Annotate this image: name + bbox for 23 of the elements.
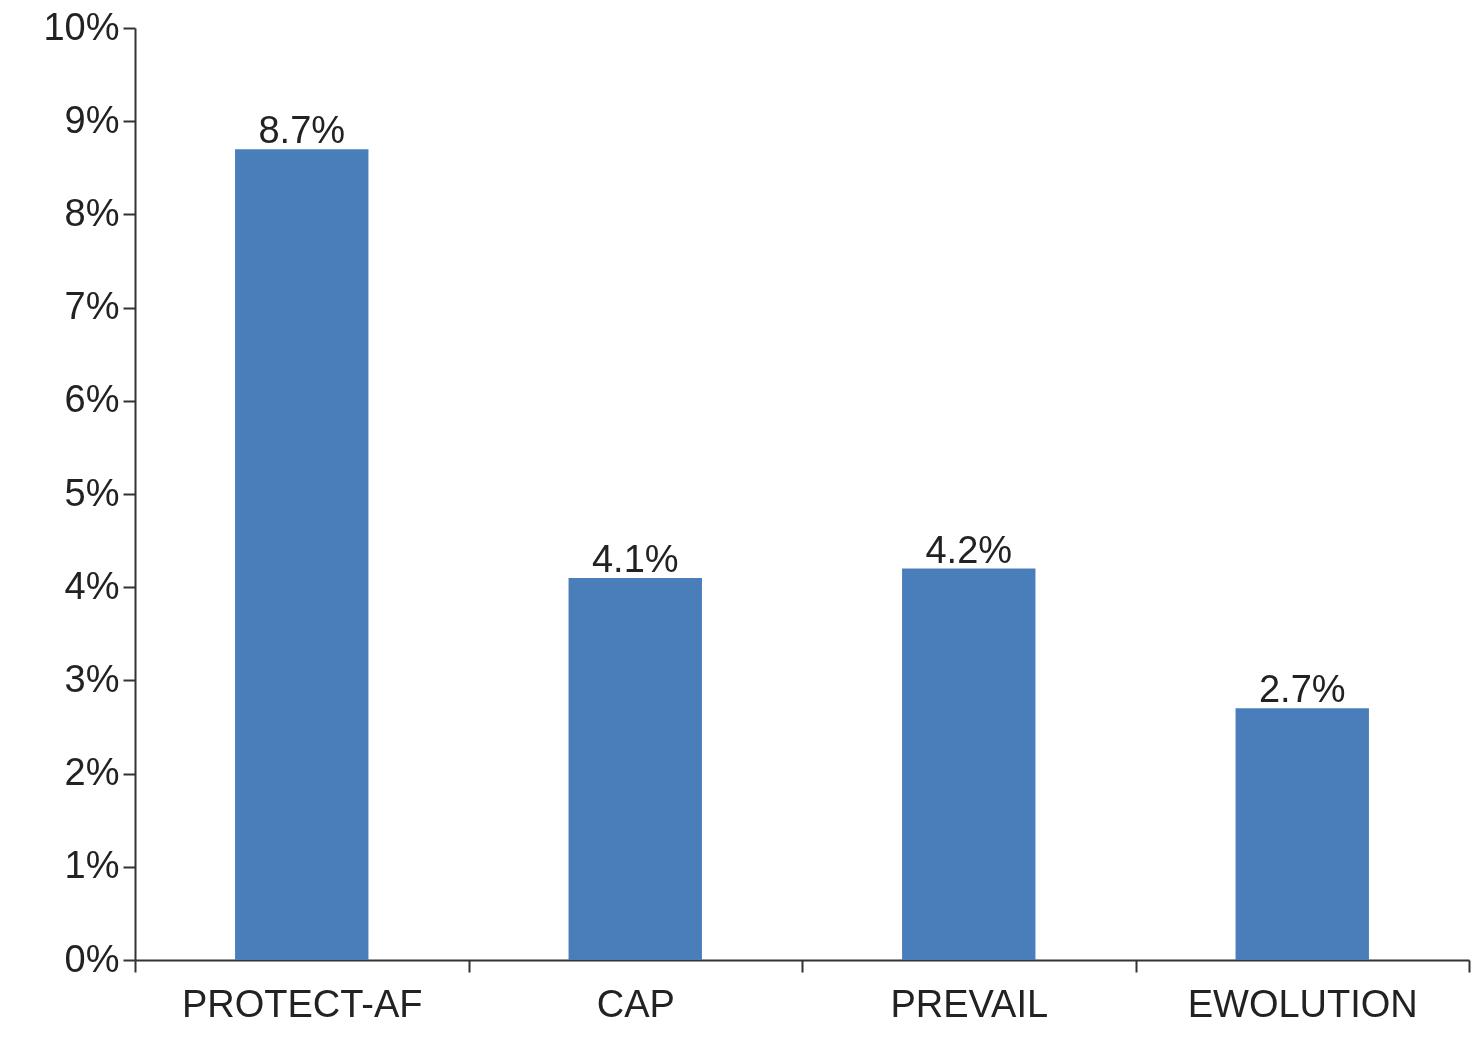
y-tick-label: 4%: [64, 564, 120, 607]
bar: [568, 577, 702, 960]
x-tick-label: CAP: [596, 982, 675, 1025]
y-tick-label: 5%: [64, 471, 120, 514]
x-tick-label: EWOLUTION: [1187, 982, 1418, 1025]
y-tick-label: 2%: [64, 751, 120, 794]
y-tick-label: 10%: [43, 5, 120, 48]
y-tick-label: 1%: [64, 844, 120, 887]
y-tick-label: 0%: [64, 937, 120, 980]
y-tick-label: 7%: [64, 285, 120, 328]
data-label: 8.7%: [258, 109, 346, 152]
bar: [1235, 708, 1369, 960]
bar: [235, 149, 369, 960]
y-tick-label: 3%: [64, 657, 120, 700]
y-tick-label: 9%: [64, 98, 120, 141]
data-label: 2.7%: [1258, 668, 1346, 711]
y-tick-label: 8%: [64, 191, 120, 234]
y-tick-label: 6%: [64, 378, 120, 421]
x-tick-label: PROTECT-AF: [181, 982, 423, 1025]
bar: [902, 568, 1036, 960]
x-tick-label: PREVAIL: [890, 982, 1049, 1025]
data-label: 4.2%: [925, 528, 1013, 571]
data-label: 4.1%: [591, 537, 679, 580]
